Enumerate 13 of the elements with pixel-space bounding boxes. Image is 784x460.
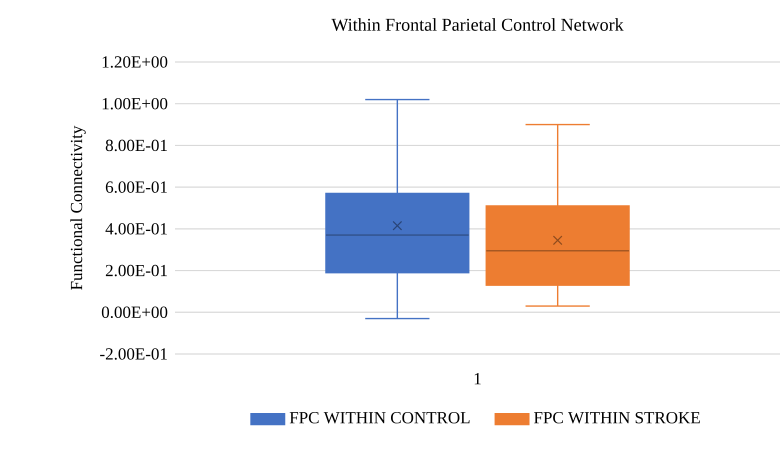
y-tick-label: 1.20E+00 — [102, 56, 168, 68]
y-tick-label: 8.00E-01 — [106, 140, 167, 152]
x-tick-label: 1 — [474, 373, 481, 384]
legend-label: FPC WITHIN STROKE — [534, 412, 700, 424]
y-tick-label: 6.00E-01 — [106, 181, 167, 193]
y-tick-label: 0.00E+00 — [102, 306, 168, 318]
chart-title: Within Frontal Parietal Control Network — [331, 18, 624, 31]
y-tick-label: -2.00E-01 — [100, 348, 167, 360]
y-tick-label: 2.00E-01 — [106, 264, 167, 276]
y-tick-label: 4.00E-01 — [105, 223, 167, 235]
legend-label: FPC WITHIN CONTROL — [290, 412, 470, 424]
y-tick-label: 1.00E+00 — [102, 98, 168, 110]
y-axis-title: Functional Connectivity — [70, 126, 86, 290]
